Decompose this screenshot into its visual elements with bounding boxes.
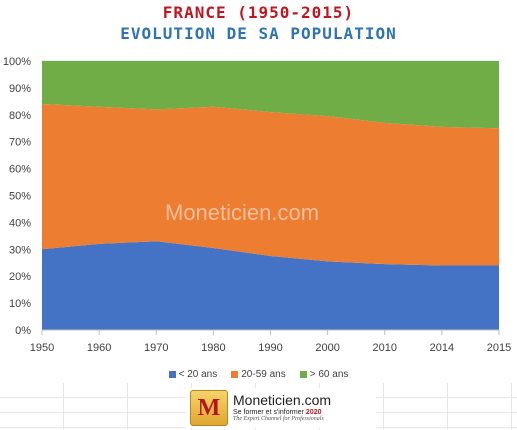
x-tick-label-7: 2014 (430, 342, 454, 354)
logo-letter: M (197, 394, 221, 421)
logo-year: 2020 (305, 408, 322, 416)
legend-label-under-20: < 20 ans (178, 369, 218, 380)
logo-name: Moneticien.com (233, 392, 332, 409)
chart-subtitle: EVOLUTION DE SA POPULATION (120, 24, 397, 43)
x-tick-label-6: 2010 (373, 342, 397, 354)
y-tick-label-0: 0% (15, 325, 31, 337)
logo-subtitle: The Expert Channel for Professionals (233, 416, 324, 423)
y-tick-label-6: 60% (9, 164, 31, 176)
chart-title: FRANCE (1950-2015) (162, 3, 355, 22)
x-tick-label-5: 2000 (315, 342, 339, 354)
y-tick-label-9: 90% (9, 83, 31, 95)
watermark: Moneticien.com (165, 200, 320, 225)
x-tick-label-0: 1950 (30, 342, 54, 354)
y-tick-label-7: 70% (9, 137, 31, 149)
legend-swatch-20-59 (231, 371, 239, 378)
legend-label-over-60: > 60 ans (309, 369, 349, 380)
y-tick-label-5: 50% (9, 191, 31, 203)
area-under-20 (42, 241, 499, 330)
area-chart: 0% 10% 20% 30% 40% 50% 60% 70% 80% 90% 100% 1950 196… (3, 56, 511, 354)
x-tick-label-8: 2015 (487, 342, 511, 354)
y-tick-label-4: 40% (9, 217, 31, 229)
area-over-60 (42, 61, 499, 129)
y-tick-label-2: 20% (9, 271, 31, 283)
x-tick-label-4: 1990 (258, 342, 282, 354)
y-tick-label-3: 30% (9, 244, 31, 256)
y-tick-label-1: 10% (9, 298, 31, 310)
legend-item-over-60: > 60 ans (299, 369, 349, 380)
logo-tagline-text: Se former et s'informer (233, 408, 304, 416)
legend-swatch-over-60 (299, 371, 307, 378)
x-tick-label-1: 1960 (87, 342, 111, 354)
area-20-59 (42, 104, 499, 266)
moneticien-logo: M Moneticien.com Se former et s'informer… (186, 388, 376, 428)
y-tick-label-8: 80% (9, 110, 31, 122)
legend-label-20-59: 20-59 ans (241, 369, 286, 380)
y-tick-label-10: 100% (3, 56, 31, 68)
legend: < 20 ans 20-59 ans > 60 ans (0, 369, 517, 380)
legend-item-20-59: 20-59 ans (231, 369, 286, 380)
x-tick-label-2: 1970 (144, 342, 168, 354)
x-tick-label-3: 1980 (201, 342, 225, 354)
logo-badge: M (190, 390, 228, 426)
legend-swatch-under-20 (168, 371, 176, 378)
logo-tagline: Se former et s'informer 2020 (233, 409, 331, 417)
legend-item-under-20: < 20 ans (168, 369, 218, 380)
